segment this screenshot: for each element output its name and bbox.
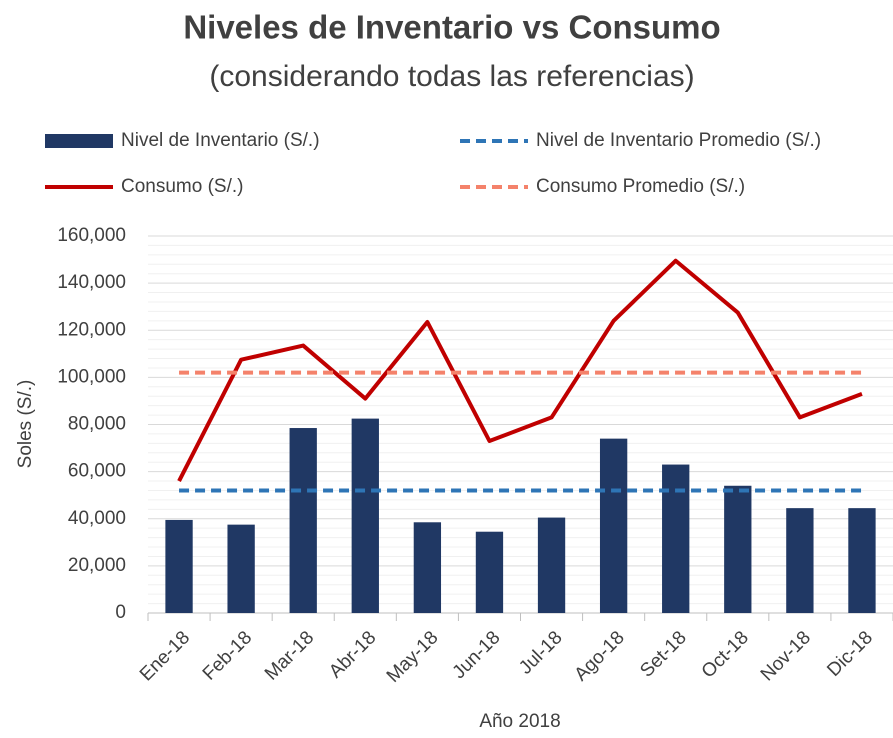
legend-swatch: [45, 134, 113, 148]
y-axis-label: Soles (S/.): [15, 380, 36, 469]
y-tick-label: 140,000: [57, 272, 126, 293]
bar: [848, 508, 876, 613]
bar: [662, 464, 690, 613]
bar: [413, 522, 442, 613]
y-tick-label: 40,000: [68, 508, 126, 529]
x-tick-label: Jul-18: [515, 627, 566, 678]
bar: [289, 428, 317, 613]
bar: [724, 485, 752, 613]
x-tick-label: Ene-18: [136, 627, 194, 685]
x-tick-label: Oct-18: [698, 627, 753, 682]
y-tick-label: 60,000: [68, 461, 126, 482]
x-tick-label: Dic-18: [823, 627, 877, 681]
chart-title: Niveles de Inventario vs Consumo: [183, 9, 720, 46]
legend-label: Consumo (S/.): [121, 176, 243, 197]
y-tick-label: 120,000: [57, 319, 126, 340]
y-tick-label: 160,000: [57, 225, 126, 246]
legend-label: Consumo Promedio (S/.): [536, 176, 745, 197]
x-tick-label: Set-18: [636, 627, 690, 681]
x-tick-label: Ago-18: [571, 627, 629, 685]
bar: [537, 517, 566, 613]
bar: [786, 508, 814, 613]
y-tick-label: 100,000: [57, 366, 126, 387]
bar: [227, 524, 255, 613]
x-tick-label: Abr-18: [325, 627, 380, 682]
chart-subtitle: (considerando todas las referencias): [209, 60, 694, 93]
bar: [475, 531, 504, 613]
y-tick-label: 20,000: [68, 555, 126, 576]
x-tick-label: Jun-18: [449, 627, 505, 683]
legend-label: Nivel de Inventario (S/.): [121, 130, 320, 151]
line: [177, 258, 863, 482]
x-axis-label: Año 2018: [479, 711, 560, 732]
x-tick-label: May-18: [383, 627, 443, 687]
legend-label: Nivel de Inventario Promedio (S/.): [536, 130, 821, 151]
bar: [351, 418, 379, 613]
x-tick-label: Mar-18: [261, 627, 318, 684]
bar: [165, 519, 193, 613]
x-tick-label: Nov-18: [757, 627, 815, 685]
x-tick-label: Feb-18: [199, 627, 256, 684]
y-tick-label: 80,000: [68, 414, 126, 435]
y-tick-label: 0: [115, 602, 126, 623]
bar: [599, 438, 628, 613]
